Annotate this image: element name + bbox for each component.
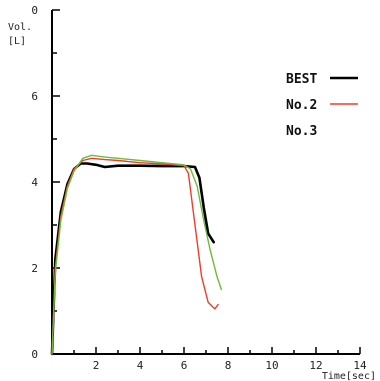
- series-lines: [50, 154, 223, 356]
- x-tick-label: 10: [265, 359, 278, 372]
- x-tick-label: 4: [137, 359, 144, 372]
- x-tick-label: 8: [225, 359, 232, 372]
- y-tick-label: 4: [31, 176, 38, 189]
- series-line-no-3: [51, 154, 223, 355]
- axes: [51, 9, 361, 355]
- y-tick-label: 0: [31, 348, 38, 361]
- x-axis-label: Time[sec]: [322, 371, 376, 381]
- y-tick-label: 0: [31, 4, 38, 17]
- x-tick-label: 6: [181, 359, 188, 372]
- x-tick-label: 14: [353, 359, 367, 372]
- legend-label: No.3: [286, 124, 317, 139]
- x-tick-label: 12: [309, 359, 322, 372]
- y-axis-label: [L]: [8, 36, 26, 47]
- tick-labels: 0 2 4 6 0 2 4 6 8 10 12 14: [31, 4, 367, 372]
- legend: BEST No.2 No.3: [286, 72, 358, 139]
- y-tick-label: 6: [31, 90, 38, 103]
- series-line-best: [50, 162, 215, 356]
- y-axis-label: Vol.: [8, 22, 32, 33]
- legend-label: BEST: [286, 72, 317, 87]
- legend-label: No.2: [286, 98, 317, 113]
- series-line-no-2: [51, 157, 219, 355]
- y-tick-label: 2: [31, 262, 38, 275]
- axis-labels: Vol. [L] Time[sec]: [8, 22, 376, 381]
- x-tick-label: 2: [93, 359, 100, 372]
